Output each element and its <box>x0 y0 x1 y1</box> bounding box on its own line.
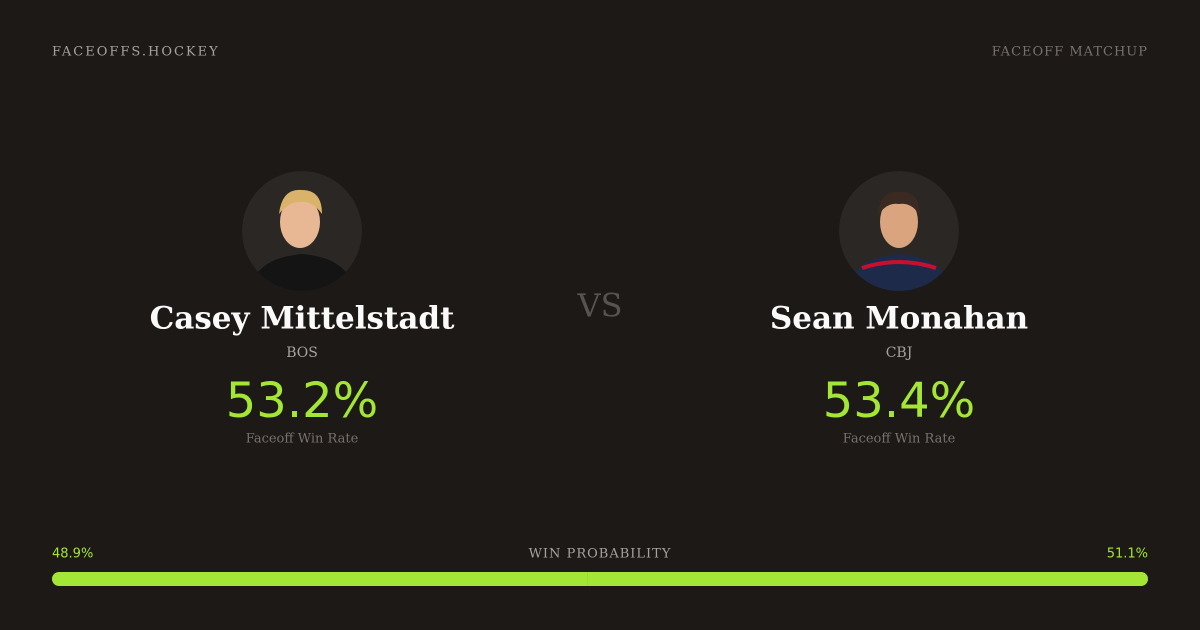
win-rate-label: Faceoff Win Rate <box>246 432 359 447</box>
player-photo <box>839 171 959 291</box>
player-team: BOS <box>286 345 318 361</box>
probability-bar <box>52 572 1148 586</box>
player-photo <box>242 171 362 291</box>
probability-segment <box>587 572 1148 586</box>
vs-label: VS <box>576 287 622 325</box>
player-name: Sean Monahan <box>770 301 1028 337</box>
probability-label: WIN PROBABILITY <box>529 547 672 562</box>
left-probability: 48.9% <box>52 547 93 562</box>
player-name: Casey Mittelstadt <box>150 301 456 337</box>
win-rate-label: Faceoff Win Rate <box>843 432 956 447</box>
site-name: FACEOFFS.HOCKEY <box>52 45 220 60</box>
win-rate: 53.2% <box>226 373 378 429</box>
right-probability: 51.1% <box>1107 547 1148 562</box>
probability-segment <box>52 572 588 586</box>
win-rate: 53.4% <box>823 373 975 429</box>
page-label: FACEOFF MATCHUP <box>992 45 1148 60</box>
player-team: CBJ <box>886 345 913 361</box>
